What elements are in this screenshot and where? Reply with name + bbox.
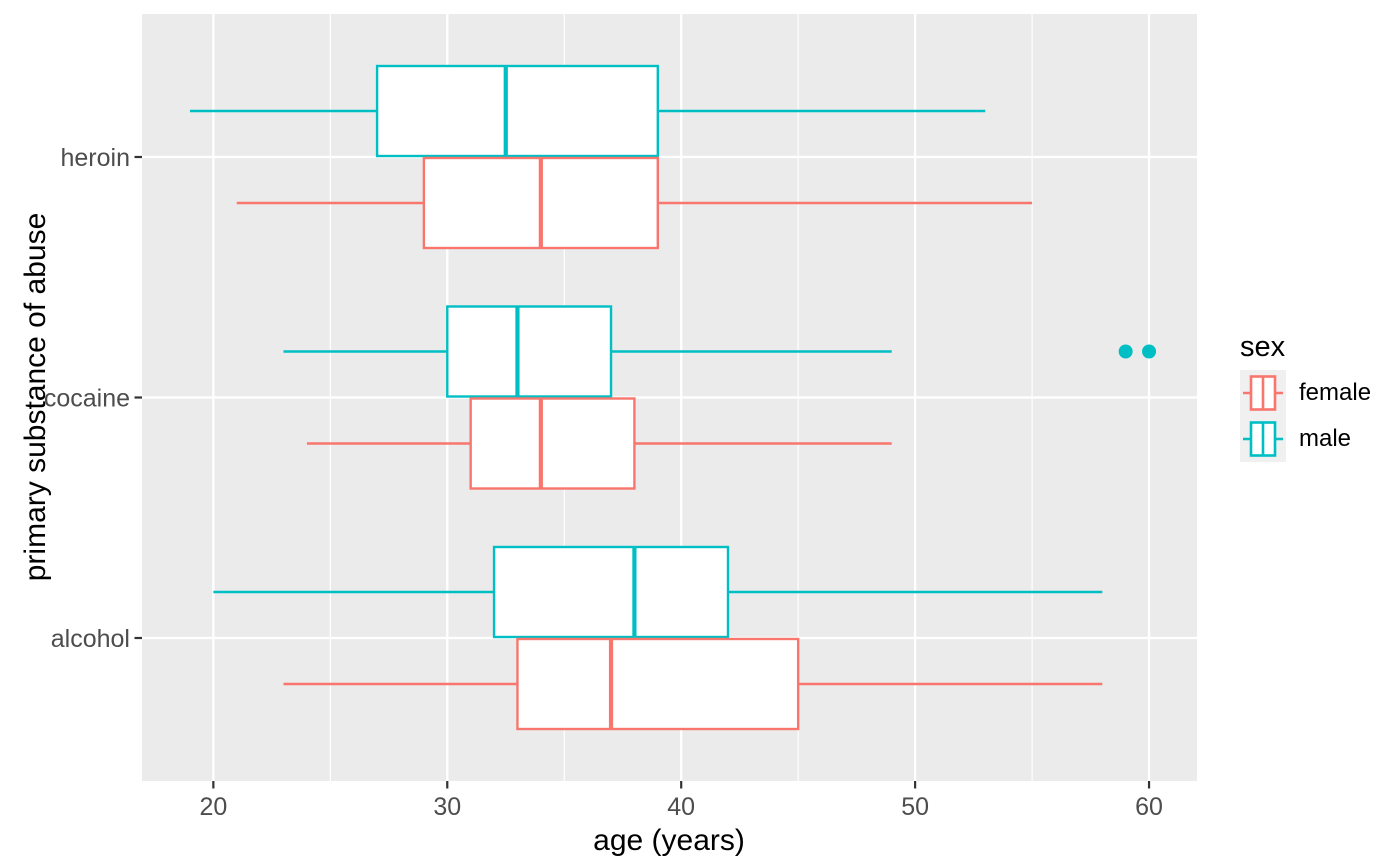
- x-tick-label-40: 40: [667, 793, 695, 821]
- outlier-male-cocaine-59: [1118, 344, 1133, 359]
- box-male-heroin: [375, 64, 660, 158]
- y-axis-title: primary substance of abuse: [19, 212, 52, 582]
- legend-key-female-boxplot-glyph-icon: [1240, 370, 1286, 417]
- y-tick-label-cocaine: cocaine: [44, 385, 130, 413]
- legend-item-female: female: [1240, 370, 1372, 417]
- legend-title: sex: [1240, 331, 1286, 363]
- legend-label-female: female: [1299, 379, 1372, 407]
- y-tick-label-heroin: heroin: [61, 144, 131, 172]
- box-female-alcohol: [516, 637, 800, 731]
- box-male-cocaine: [446, 305, 613, 398]
- legend-items: female male: [1240, 370, 1372, 463]
- legend: sex female male: [1240, 331, 1372, 463]
- x-axis-title: age (years): [593, 824, 745, 857]
- x-tick-label-30: 30: [433, 793, 461, 821]
- x-tick-label-50: 50: [901, 793, 929, 821]
- outlier-male-cocaine-60: [1142, 344, 1157, 359]
- legend-label-male: male: [1299, 425, 1352, 453]
- y-tick-label-alcohol: alcohol: [51, 625, 130, 653]
- box-female-cocaine: [469, 397, 636, 490]
- x-tick-label-20: 20: [199, 793, 227, 821]
- x-tick-label-60: 60: [1135, 793, 1163, 821]
- legend-item-male: male: [1240, 416, 1371, 463]
- box-male-alcohol: [492, 545, 730, 639]
- legend-key-male-boxplot-glyph-icon: [1240, 416, 1286, 463]
